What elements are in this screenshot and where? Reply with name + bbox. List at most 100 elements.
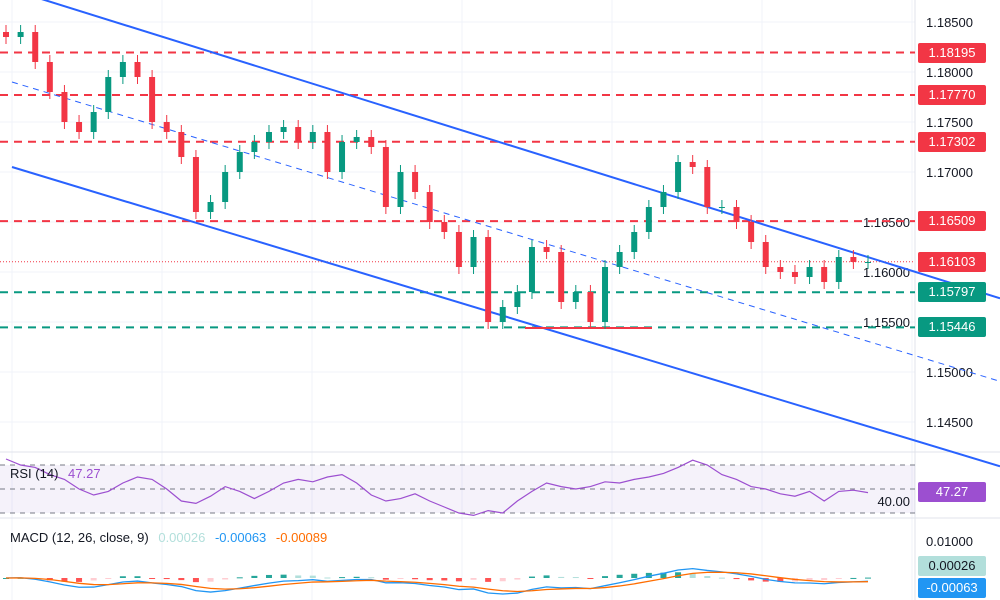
candle-body (485, 237, 492, 322)
candle-body (309, 132, 316, 142)
macd-histogram-bar (441, 578, 448, 581)
macd-histogram-bar (455, 578, 462, 582)
candle-body (777, 267, 784, 272)
candle-body (499, 307, 506, 322)
trendline-dashed (11, 81, 1000, 382)
rsi-label: RSI (14) (10, 466, 59, 481)
candle-body (587, 292, 594, 322)
price-axis-label: 1.14500 (926, 415, 973, 430)
macd-histogram-bar (236, 577, 243, 579)
candle-body (543, 247, 550, 252)
candle-body (704, 167, 711, 207)
macd-histogram-bar (850, 577, 857, 579)
candle-body (265, 132, 272, 142)
candle-body (865, 262, 871, 263)
candle-body (32, 32, 39, 62)
candle-body (382, 147, 389, 207)
candle-body (514, 292, 521, 307)
candle-body (61, 92, 68, 122)
macd-histogram-bar (105, 578, 112, 579)
candle-body (207, 202, 214, 212)
macd-histogram-bar (222, 578, 229, 580)
last-price-tag: 1.16103 (918, 251, 986, 272)
candle-body (718, 207, 725, 208)
candle-body (441, 222, 448, 232)
macd-histogram-bar (558, 576, 565, 578)
macd-macd-tag: -0.00063 (918, 578, 986, 598)
candle-body (397, 172, 404, 207)
macd-histogram-bar (835, 578, 842, 579)
candle-body (76, 122, 83, 132)
candle-body (236, 152, 243, 172)
candle-body (675, 162, 682, 192)
candle-body (835, 257, 842, 282)
rsi-line (5, 458, 869, 517)
rsi-legend: RSI (14) 47.27 (10, 466, 107, 481)
candle-body (280, 127, 287, 132)
rsi-band (0, 465, 915, 513)
macd-signal-value: -0.00089 (275, 530, 328, 545)
price-axis-label: 1.18000 (926, 65, 973, 80)
macd-label: MACD (12, 26, close, 9) (10, 530, 149, 545)
candle-body (791, 272, 798, 277)
macd-histogram-bar (412, 578, 419, 580)
price-axis-label: 1.17000 (926, 165, 973, 180)
macd-histogram-bar (90, 578, 97, 581)
macd-histogram-bar (806, 578, 813, 581)
price-level-tag: 1.17302 (918, 131, 986, 152)
candle-body (528, 247, 535, 292)
candle-body (631, 232, 638, 252)
macd-histogram-bar (645, 572, 652, 578)
macd-histogram-bar (178, 578, 185, 581)
price-axis-label: 1.18500 (926, 15, 973, 30)
macd-histogram-bar (134, 576, 141, 578)
macd-histogram-bar (660, 572, 667, 578)
trendline-solid (41, 0, 1000, 300)
macd-histogram-bar (61, 578, 68, 582)
candle-body (616, 252, 623, 267)
macd-histogram-bar (572, 577, 579, 579)
macd-histogram-bar (514, 578, 521, 580)
price-level-tag: 1.18195 (918, 42, 986, 63)
candle-body (821, 267, 828, 282)
macd-histogram-bar (470, 578, 477, 580)
price-axis-label: 1.15000 (926, 365, 973, 380)
candle-body (762, 242, 769, 267)
candle-body (134, 62, 141, 77)
macd-histogram-bar (426, 578, 433, 581)
candle-body (17, 32, 24, 37)
candle-body (412, 172, 419, 192)
macd-histogram-bar (543, 575, 550, 578)
macd-histogram-bar (718, 577, 725, 579)
candle-body (748, 222, 755, 242)
candle-body (470, 237, 477, 267)
macd-histogram-bar (616, 574, 623, 578)
candle-body (222, 172, 229, 202)
price-axis-label: 1.15500 (863, 315, 910, 330)
macd-histogram-bar (368, 577, 375, 579)
macd-histogram-bar (704, 576, 711, 578)
candle-body (105, 77, 112, 112)
macd-histogram-bar (821, 578, 828, 581)
rsi-value-tag: 47.27 (918, 482, 986, 503)
macd-axis-label: 0.01000 (926, 534, 973, 549)
macd-histogram-bar (528, 576, 535, 578)
price-level-tag: 1.15446 (918, 317, 986, 338)
macd-histogram-bar (163, 578, 170, 580)
candle-body (689, 162, 696, 167)
macd-histogram-bar (865, 577, 871, 579)
candle-body (46, 62, 53, 92)
candle-body (368, 137, 375, 147)
macd-histogram-bar (265, 574, 272, 578)
candle-body (251, 142, 258, 152)
macd-histogram-bar (397, 578, 404, 580)
candle-body (339, 142, 346, 172)
candle-body (149, 77, 156, 122)
price-level-tag: 1.15797 (918, 282, 986, 303)
macd-legend: MACD (12, 26, close, 9) 0.00026 -0.00063… (10, 530, 333, 545)
candle-body (353, 137, 360, 142)
macd-histogram-bar (689, 573, 696, 578)
macd-histogram-bar (777, 578, 784, 582)
